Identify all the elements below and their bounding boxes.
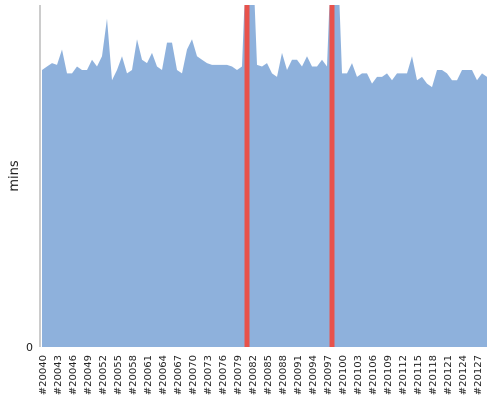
x-tick-label: #20088 [278,355,289,395]
x-tick-label: #20106 [368,355,379,395]
x-tick-label: #20064 [158,355,169,395]
x-tick-label: #20070 [188,355,199,395]
y-tick-label: 0 [26,341,33,354]
x-tick-label: #20118 [428,355,439,395]
x-tick-label: #20082 [248,355,259,395]
highlight-bar [329,5,335,347]
y-axis-label: mins [7,160,22,192]
x-tick-label: #20043 [53,355,64,395]
x-tick-label: #20124 [458,355,469,395]
x-tick-label: #20058 [128,355,139,395]
x-tick-label: #20127 [473,355,484,395]
x-tick-label: #20100 [338,355,349,395]
x-tick-label: #20115 [413,355,424,395]
area [42,5,487,347]
x-tick-label: #20103 [353,355,364,395]
x-tick-label: #20052 [98,355,109,395]
x-tick-label: #20076 [218,355,229,395]
x-tick-label: #20094 [308,355,319,395]
highlight-bar [244,5,250,347]
x-tick-label: #20067 [173,355,184,395]
x-tick-label: #20061 [143,355,154,395]
x-tick-label: #20079 [233,355,244,395]
x-tick-label: #20121 [443,355,454,395]
x-tick-label: #20073 [203,355,214,395]
x-tick-label: #20049 [83,355,94,395]
x-tick-label: #20112 [398,355,409,395]
plot-area [42,5,487,347]
x-tick-label: #20109 [383,355,394,395]
x-tick-label: #20046 [68,355,79,395]
x-tick-label: #20091 [293,355,304,395]
x-tick-label: #20097 [323,355,334,395]
x-tick-label: #20085 [263,355,274,395]
x-tick-label: #20055 [113,355,124,395]
x-tick-label: #20040 [38,355,49,395]
